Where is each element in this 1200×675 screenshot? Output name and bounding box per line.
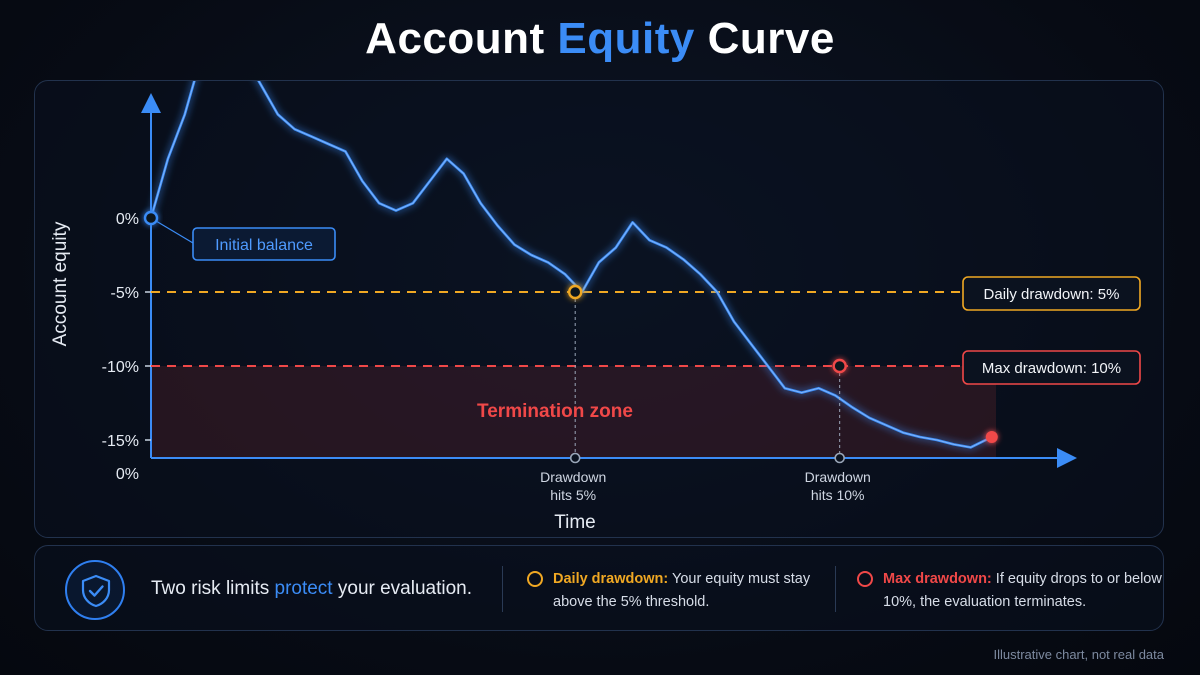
title-accent: Equity xyxy=(557,14,695,63)
event-label: Drawdown xyxy=(805,469,871,485)
x-event-tick xyxy=(569,452,581,464)
initial-balance-box xyxy=(192,227,336,261)
x-axis-label: Time xyxy=(554,512,596,533)
divider xyxy=(502,566,503,612)
threshold-box xyxy=(962,350,1141,385)
x-origin-label: 0% xyxy=(116,466,139,483)
threshold-label: Daily drawdown: 5% xyxy=(984,286,1120,303)
info-panel: Two risk limits protect your evaluation.… xyxy=(34,545,1164,631)
equity-line-core xyxy=(150,81,993,448)
initial-balance-connector xyxy=(150,217,194,244)
daily-drawdown-circle-icon xyxy=(527,571,543,587)
y-tick-label: 0% xyxy=(116,211,139,228)
max-drawdown-text: If equity drops to or below 10%, the eva… xyxy=(883,571,1162,610)
end-point-marker xyxy=(985,431,998,444)
y-tick-label: -10% xyxy=(102,359,139,376)
info-lead-post: your evaluation. xyxy=(332,578,473,599)
daily-drawdown-label: Daily drawdown: xyxy=(553,571,669,587)
info-lead-pre: Two risk limits xyxy=(151,578,275,599)
x-event-tick xyxy=(834,452,845,464)
info-lead-accent: protect xyxy=(274,578,333,599)
info-lead: Two risk limits protect your evaluation. xyxy=(151,578,472,600)
shield-check-icon xyxy=(65,560,125,620)
y-tick-label: -15% xyxy=(102,433,139,450)
threshold-label: Max drawdown: 10% xyxy=(982,360,1121,377)
termination-zone-label: Termination zone xyxy=(477,401,633,422)
max-drawdown-label: Max drawdown: xyxy=(883,571,992,587)
title-part2: Curve xyxy=(694,14,835,63)
termination-zone xyxy=(151,366,996,458)
event-label: hits 5% xyxy=(550,487,596,503)
divider xyxy=(835,566,836,612)
max-drawdown-circle-icon xyxy=(857,571,873,587)
event-marker xyxy=(832,358,847,374)
threshold-box xyxy=(962,276,1141,311)
title-part1: Account xyxy=(365,14,558,63)
event-marker xyxy=(567,284,583,300)
event-marker xyxy=(143,210,159,226)
y-axis-label: Account equity xyxy=(50,221,71,346)
initial-balance-label: Initial balance xyxy=(215,237,313,254)
daily-drawdown-text: Your equity must stay above the 5% thres… xyxy=(553,571,811,610)
event-label: Drawdown xyxy=(540,469,606,485)
y-tick-label: -5% xyxy=(111,285,139,302)
event-label: hits 10% xyxy=(811,487,865,503)
page-title: Account Equity Curve xyxy=(0,14,1200,64)
footnote: Illustrative chart, not real data xyxy=(993,647,1164,662)
